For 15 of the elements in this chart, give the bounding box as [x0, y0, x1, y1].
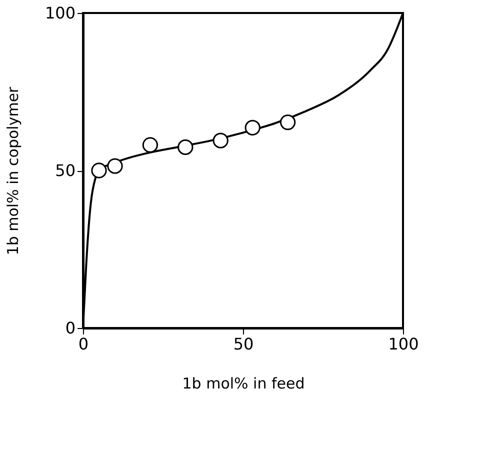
- x-tick-label: 0: [78, 334, 89, 354]
- point: [142, 137, 158, 153]
- y-tick-label: 0: [65, 318, 76, 338]
- point: [178, 139, 194, 155]
- y-tick-label: 50: [55, 161, 76, 180]
- x-axis-title: 1b mol% in feed: [182, 374, 305, 392]
- point: [212, 132, 228, 148]
- y-axis-title: 1b mol% in copolymer: [4, 86, 22, 256]
- x-tick-label: 50: [233, 334, 254, 354]
- y-tick-label: 100: [44, 4, 76, 22]
- x-tick-label: 100: [388, 334, 419, 354]
- point: [280, 114, 296, 130]
- point: [107, 158, 123, 174]
- point: [91, 162, 107, 178]
- point: [244, 120, 260, 136]
